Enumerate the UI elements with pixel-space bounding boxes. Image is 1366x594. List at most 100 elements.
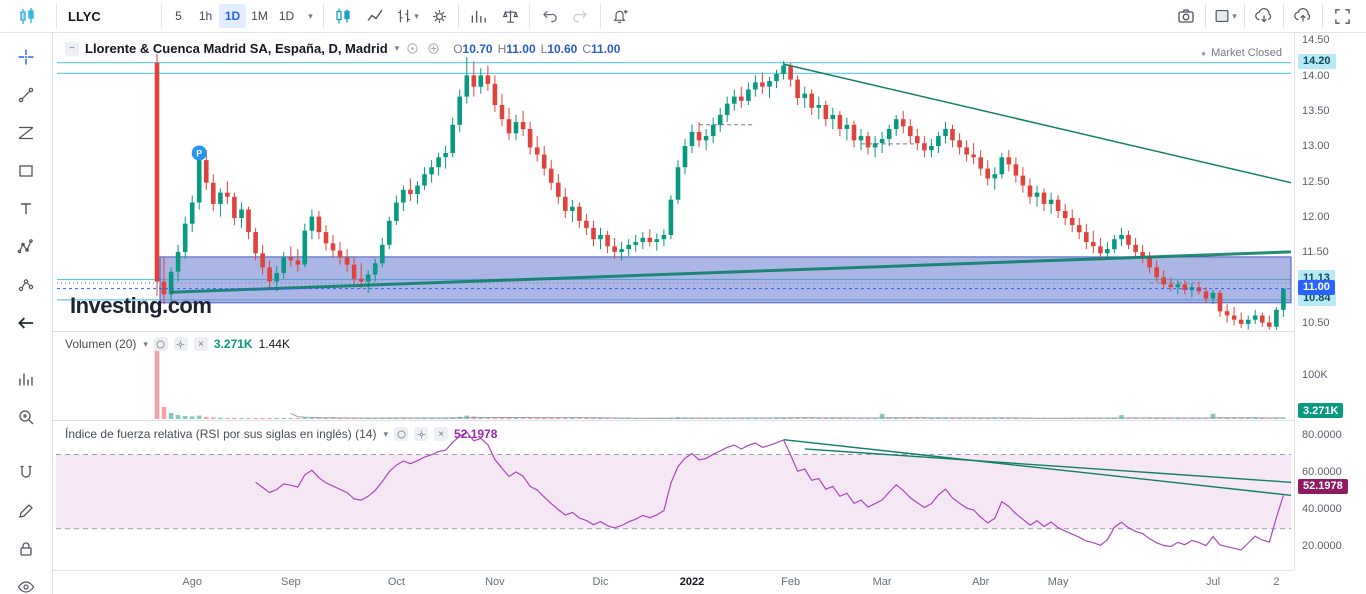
close-icon[interactable]: × (193, 337, 208, 351)
volume-legend: Volumen (20) ▾ × 3.271K 1.44K (65, 337, 290, 351)
interval-button-5m[interactable]: 5 (175, 9, 182, 23)
drawing-mode-button[interactable] (11, 497, 41, 525)
lock-drawings-button[interactable] (11, 535, 41, 563)
volume-value: 3.271K (213, 337, 253, 351)
chevron-down-icon[interactable]: ▾ (394, 43, 400, 53)
shapes-tool-button[interactable] (11, 157, 41, 185)
interval-button-1d[interactable]: 1D (219, 4, 246, 28)
low-value: 10.60 (547, 41, 578, 56)
chart-type-candles-button[interactable] (327, 3, 359, 29)
rsi-legend: Índice de fuerza relativa (RSI por sus s… (65, 427, 497, 441)
volume-badge: 3.271K (1298, 403, 1344, 418)
rsi-trendline[interactable] (783, 439, 1292, 496)
chart-style-dropdown-button[interactable]: ▾ (391, 3, 423, 29)
visibility-icon[interactable] (153, 337, 168, 351)
brand-tld: .com (162, 293, 212, 318)
forecast-icon (18, 279, 34, 292)
visibility-icon[interactable] (405, 41, 420, 56)
rsi-band (56, 454, 1291, 529)
chevron-down-icon[interactable]: ▾ (143, 338, 148, 349)
drawing-toolbar (0, 33, 53, 594)
interval-button-1m[interactable]: 1M (251, 9, 268, 23)
symbol-title[interactable]: Llorente & Cuenca Madrid SA, España, D, … (85, 41, 388, 56)
magnet-mode-button[interactable] (11, 459, 41, 487)
price-axis-label: 13.00 (1302, 140, 1330, 153)
text-tool-button[interactable] (11, 195, 41, 223)
rsi-axis-label: 40.0000 (1302, 503, 1342, 516)
main-chart-canvas[interactable]: P (53, 33, 1294, 331)
volume-pane-canvas[interactable] (53, 331, 1294, 420)
price-axis-label: 14.50 (1302, 34, 1330, 47)
toolbar-divider (161, 4, 162, 28)
bar-pattern-tool-button[interactable] (11, 365, 41, 393)
crosshair-tool-button[interactable] (11, 43, 41, 71)
forecast-tool-button[interactable] (11, 271, 41, 299)
layout-button[interactable]: ▾ (1209, 3, 1241, 29)
redo-button[interactable] (565, 3, 597, 29)
price-axis-label: 13.50 (1302, 105, 1330, 118)
time-axis-label: Oct (387, 576, 405, 588)
symbol-input[interactable] (60, 3, 158, 29)
create-alert-button[interactable] (604, 3, 636, 29)
zoom-in-icon (19, 410, 34, 425)
rsi-indicator-name[interactable]: Índice de fuerza relativa (RSI por sus s… (65, 427, 377, 441)
trendline-tool-button[interactable] (11, 81, 41, 109)
interval-dropdown-caret[interactable]: ▾ (300, 3, 320, 29)
zoom-in-button[interactable] (11, 403, 41, 431)
fullscreen-button[interactable] (1326, 3, 1358, 29)
settings-icon[interactable] (173, 337, 188, 351)
hide-panel-button[interactable] (11, 309, 41, 337)
indicators-button[interactable] (462, 3, 494, 29)
pattern-tool-button[interactable] (11, 233, 41, 261)
load-layout-button[interactable] (1248, 3, 1280, 29)
compare-scales-button[interactable] (494, 3, 526, 29)
symbol-legend: − Llorente & Cuenca Madrid SA, España, D… (65, 41, 620, 56)
brand-name: Investing (70, 293, 163, 318)
interval-button-custom[interactable]: 1D (278, 9, 295, 23)
visibility-icon[interactable] (394, 427, 409, 441)
arrow-left-icon (18, 317, 34, 329)
descending-trendline[interactable] (783, 63, 1292, 184)
price-axis-label: 12.00 (1302, 211, 1330, 223)
collapse-legend-icon[interactable]: − (65, 41, 79, 56)
volume-indicator-name[interactable]: Volumen (20) (65, 337, 137, 351)
histogram-icon (19, 373, 33, 386)
pane-separator[interactable] (53, 420, 1366, 421)
hide-drawings-button[interactable] (11, 573, 41, 594)
cloud-upload-icon (1294, 8, 1311, 22)
gann-fibonacci-tool-button[interactable] (11, 119, 41, 147)
undo-button[interactable] (533, 3, 565, 29)
indicators-icon (471, 10, 486, 23)
fullscreen-icon (1334, 8, 1350, 24)
rsi-value-badge: 52.1978 (1298, 478, 1348, 494)
pin-marker[interactable]: P (191, 145, 207, 161)
chart-settings-button[interactable] (423, 3, 455, 29)
chevron-down-icon[interactable]: ▾ (383, 428, 389, 439)
time-axis-label: Ago (182, 576, 202, 588)
investing-logo: Investing.com (70, 293, 212, 319)
save-layout-button[interactable] (1287, 3, 1319, 29)
settings-icon[interactable] (426, 41, 441, 56)
app-logo-icon (19, 8, 34, 24)
rsi-value: 52.1978 (454, 427, 498, 441)
status-dot-icon: ● (1201, 48, 1207, 58)
chart-type-line-button[interactable] (359, 3, 391, 29)
rsi-line (255, 431, 1284, 551)
app-logo (0, 0, 53, 32)
support-zone-rectangle[interactable] (159, 256, 1292, 304)
rsi-trendline[interactable] (804, 448, 1292, 483)
chevron-down-icon: ▾ (1232, 10, 1237, 21)
time-axis[interactable]: Ago Sep Oct Nov Dic 2022 Feb Mar Abr May Jul 2 (53, 570, 1294, 594)
pane-separator[interactable] (53, 331, 1366, 332)
screenshot-button[interactable] (1170, 3, 1202, 29)
ascending-trendline[interactable] (171, 250, 1292, 294)
rsi-pane-canvas[interactable] (53, 420, 1294, 570)
redo-icon (573, 11, 587, 23)
settings-icon[interactable] (414, 427, 429, 441)
interval-button-1h[interactable]: 1h (198, 9, 213, 23)
high-value: 11.00 (506, 41, 536, 56)
close-icon[interactable]: × (434, 427, 449, 441)
time-axis-label: Mar (872, 576, 892, 588)
price-axis[interactable]: 14.50 14.00 13.50 13.00 12.50 12.00 11.50 10.50… (1294, 33, 1366, 570)
time-axis-label: Jul (1205, 576, 1221, 588)
